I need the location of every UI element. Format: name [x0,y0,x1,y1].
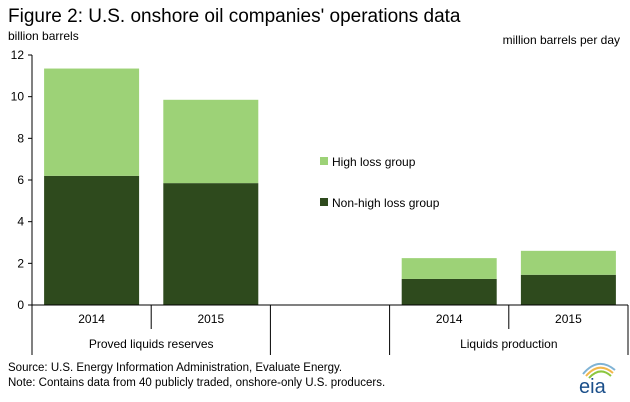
x-tick-label: 2014 [78,312,105,326]
chart-title: Figure 2: U.S. onshore oil companies' op… [8,6,461,27]
right-axis-label: million barrels per day [503,33,620,47]
data-note: Note: Contains data from 40 publicly tra… [8,377,386,389]
y-tick-label: 6 [17,173,24,187]
bar-non-high-loss-group-2014 [44,175,140,305]
y-tick-label: 0 [17,298,24,312]
x-group-label: Proved liquids reserves [89,337,214,351]
x-tick-label: 2015 [555,312,582,326]
x-tick-label: 2014 [436,312,463,326]
legend: High loss group Non-high loss group [320,155,440,210]
category-labels: 2014 2015 Proved liquids reserves 2014 2015 L… [78,312,582,351]
y-tick-label: 2 [17,256,24,270]
bar-non-high-loss-group-2015 [520,274,616,305]
legend-label-high-loss-group: High loss group [332,155,416,169]
footer: Source: U.S. Energy Information Administ… [8,361,385,391]
source-note: Source: U.S. Energy Information Administ… [8,362,343,374]
bar-high-loss-group-2014 [401,258,497,279]
y-tick-label: 8 [17,131,24,145]
legend-swatch-non-high-loss-group [320,198,328,206]
bar-non-high-loss-group-2014 [401,278,497,305]
left-axis-label: billion barrels [8,29,79,43]
eia-logo-text: eia [579,376,607,396]
bar-high-loss-group-2015 [520,250,616,275]
bars [44,68,616,305]
x-group-label: Liquids production [460,337,557,351]
x-tick-label: 2015 [197,312,224,326]
y-tick-label: 4 [17,215,24,229]
legend-swatch-high-loss-group [320,157,328,165]
bar-high-loss-group-2014 [44,68,140,176]
y-tick-label: 10 [11,90,25,104]
eia-logo-rays-icon [582,363,616,379]
y-tick-label: 12 [11,48,25,62]
x-axis [31,304,629,355]
bar-non-high-loss-group-2015 [163,183,259,305]
y-axis: 0 2 4 6 8 10 12 [11,48,33,312]
legend-label-non-high-loss-group: Non-high loss group [332,196,440,210]
bar-high-loss-group-2015 [163,99,259,184]
eia-logo: eia [579,363,616,396]
